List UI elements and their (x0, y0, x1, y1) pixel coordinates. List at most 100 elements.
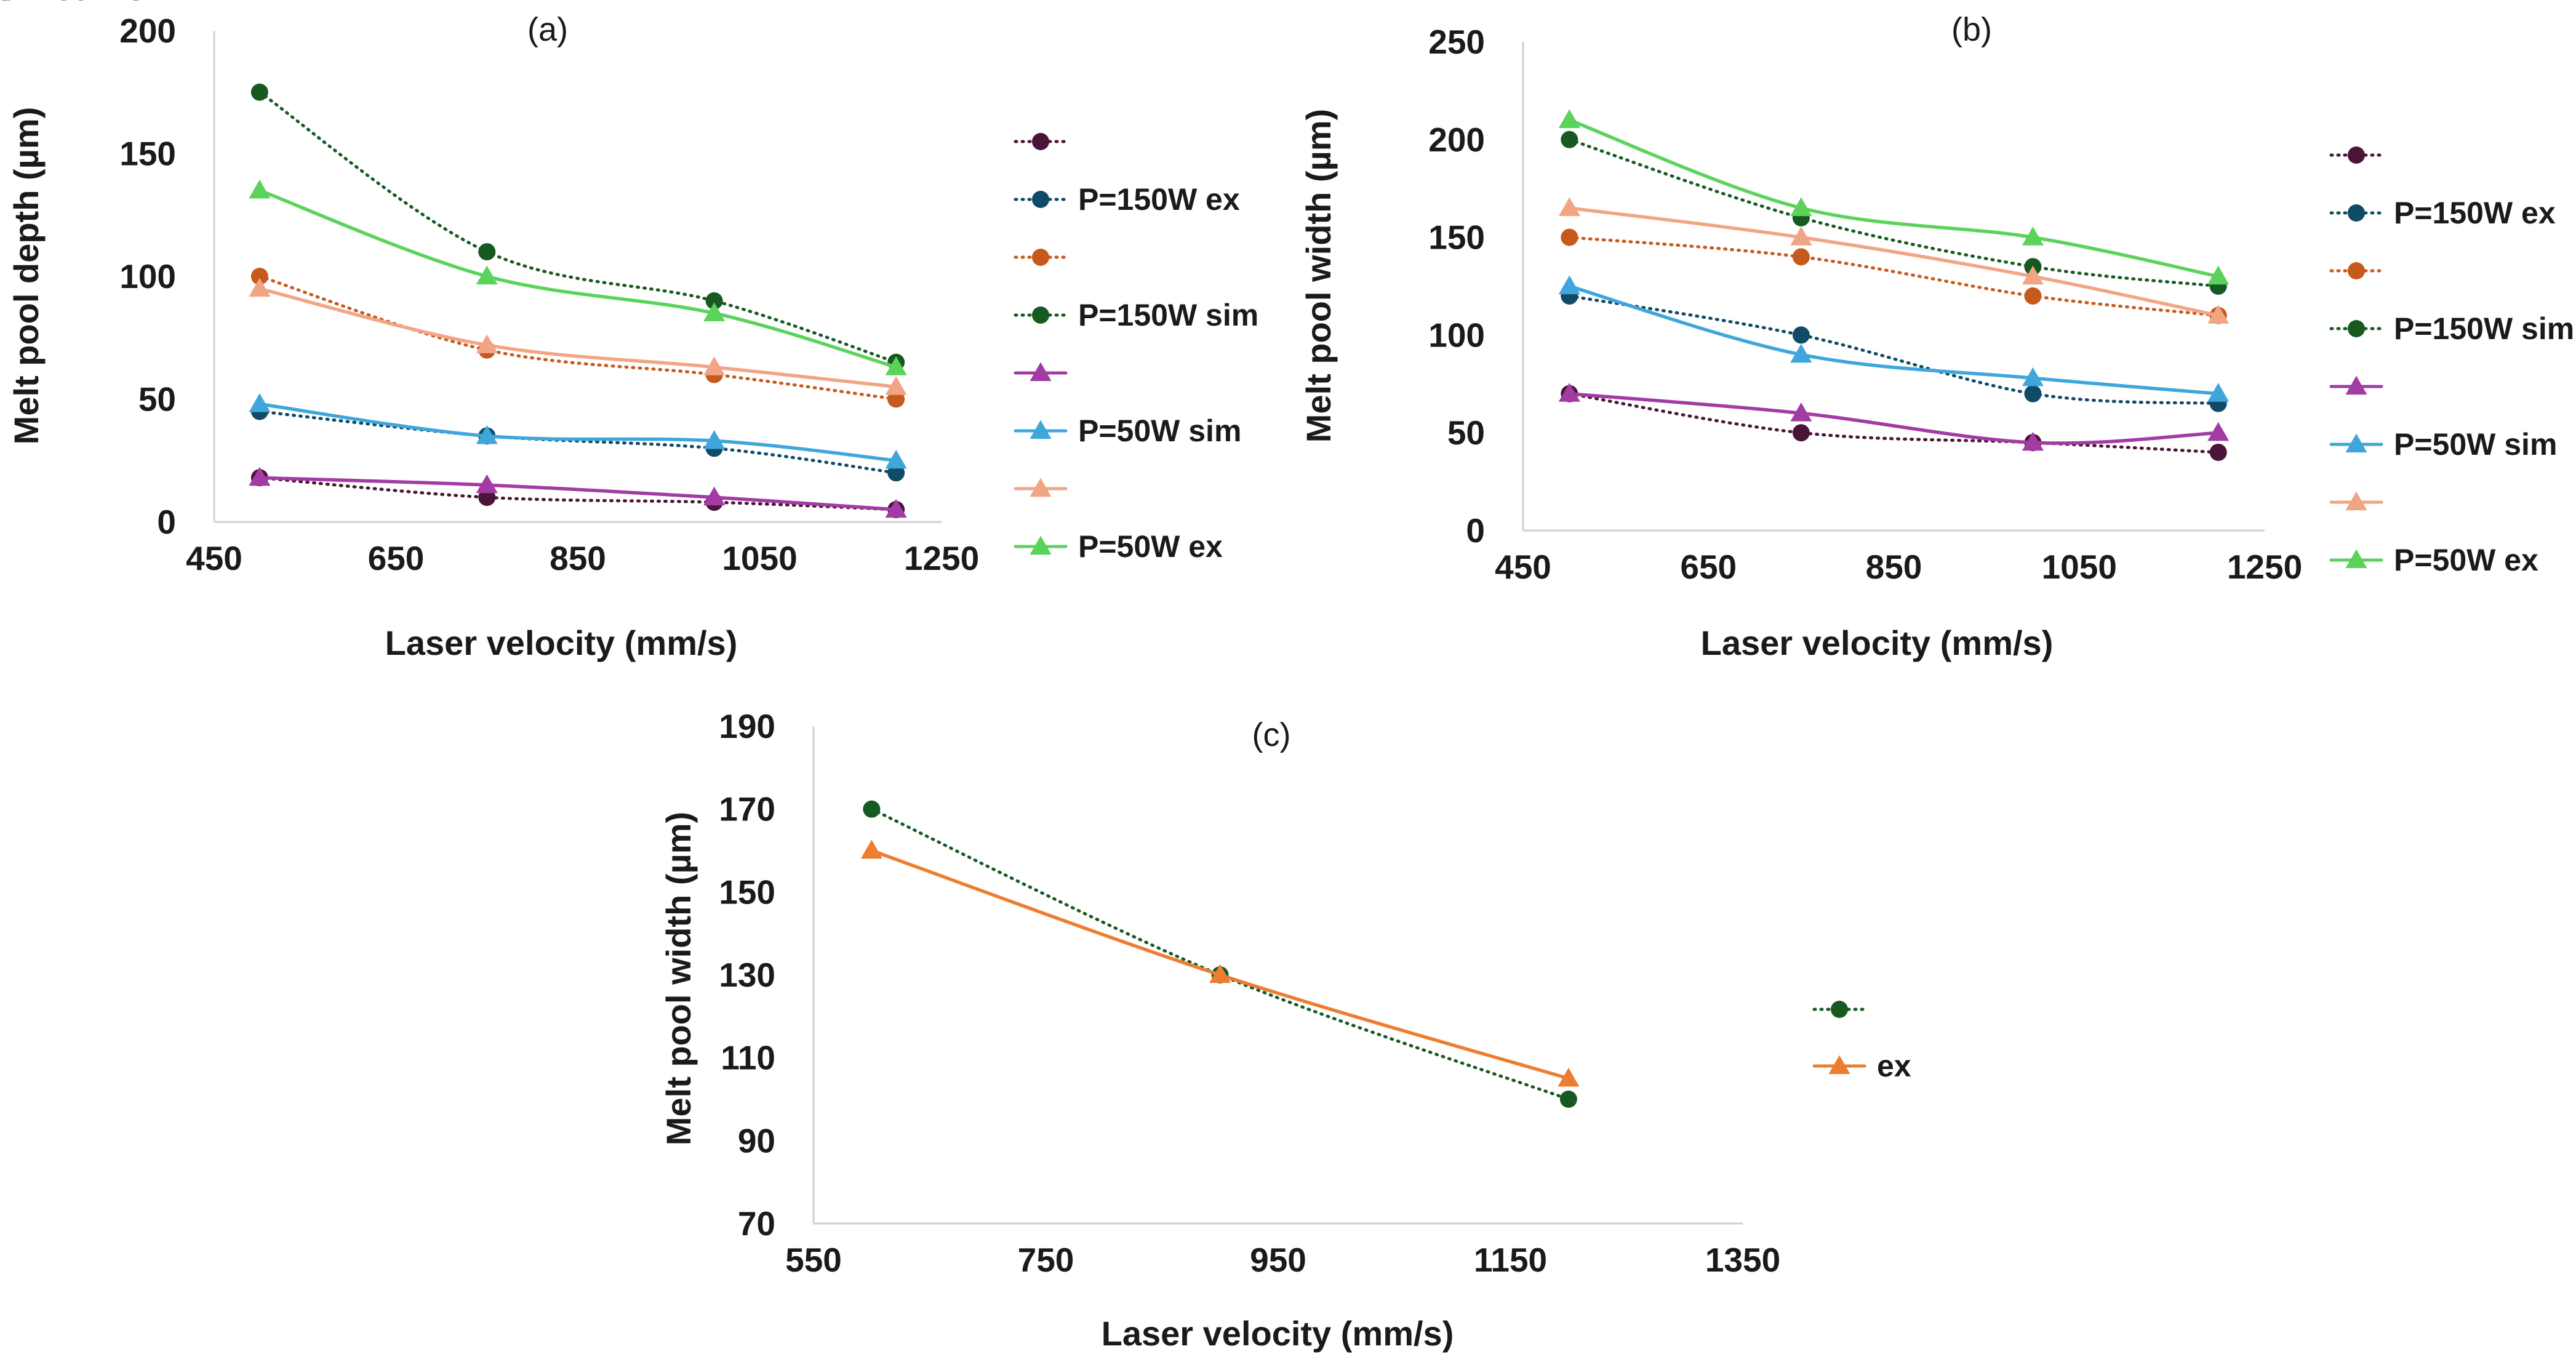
panel-b-legend-marker (2345, 549, 2367, 569)
panel-a-data-point (476, 334, 498, 353)
panel-a-y-axis-label: Melt pool depth (µm) (7, 107, 46, 445)
panel-a-data-point (249, 393, 271, 412)
panel-b-series-line (1567, 294, 2220, 406)
panel-b-data-point (2022, 367, 2044, 387)
panel-a-data-point (249, 278, 271, 297)
panel-c-y-tick: 150 (719, 873, 775, 911)
panel-a-legend-marker (1030, 362, 1052, 382)
panel-a-series-5 (249, 393, 907, 469)
panel-c-series-0 (863, 800, 1577, 1108)
panel-a-series-line (258, 410, 898, 475)
panel-c-x-tick: 750 (1018, 1241, 1074, 1279)
panel-c-legend-label: sim (0, 0, 53, 7)
panel-a-series-line (258, 402, 898, 463)
panel-b-chart: (b) 450 650 850 1050 1250 0 50 100 150 2… (0, 0, 2574, 662)
panel-c-x-tick: 1350 (1705, 1241, 1780, 1279)
panel-a-data-point (249, 467, 271, 486)
panel-a-data-point (703, 430, 726, 449)
panel-b-axes (1522, 42, 2265, 532)
panel-c-series (860, 800, 1580, 1108)
panel-b-series-4 (1558, 383, 2230, 451)
panel-b-legend-marker (2348, 204, 2365, 222)
panel-c-legend-label: ex (1877, 1049, 1911, 1083)
panel-b-data-point (1792, 326, 1810, 344)
panel-b-legend-marker (2348, 262, 2365, 279)
panel-c-data-point (1559, 1091, 1577, 1108)
panel-a-legend-marker (1030, 420, 1052, 439)
panel-a-series-line (258, 476, 898, 511)
panel-a-legend-marker (1032, 133, 1049, 150)
panel-c-data-point (1558, 1067, 1580, 1087)
panel-b-series-7 (1558, 109, 2230, 285)
panel-a-x-tick: 850 (550, 539, 606, 577)
panel-a-data-point (250, 268, 268, 285)
panel-c-x-tick: 1150 (1474, 1241, 1547, 1279)
panel-b-data-point (2022, 431, 2044, 451)
panel-a-x-ticks: 450 650 850 1050 1250 (186, 539, 979, 577)
panel-b-y-tick: 150 (1428, 218, 1485, 257)
panel-b-series-0 (1561, 385, 2227, 461)
panel-b-legend: P=100W ex P=195W ex P=100W sim P=195W si… (0, 0, 2574, 577)
panel-b-legend-marker (2345, 375, 2367, 395)
panel-c-y-tick: 70 (738, 1204, 775, 1243)
panel-a-series-line (258, 188, 898, 369)
panel-b-series-5 (1558, 275, 2230, 402)
panel-c-y-tick: 170 (719, 790, 775, 828)
panel-b-series-line (1567, 391, 2220, 445)
panel-b-series-2 (1561, 228, 2227, 324)
panel-b-y-tick: 250 (1428, 23, 1485, 61)
panel-b-legend-label: P=50W sim (2394, 427, 2557, 462)
panel-a-legend-label: P=50W sim (1078, 414, 1241, 448)
panel-a-data-point (703, 356, 726, 375)
panel-b-series-3 (1561, 130, 2227, 295)
panel-b-legend-label: P=50W ex (2394, 543, 2538, 577)
panel-a-data-point (250, 83, 268, 101)
panel-b-series-6 (1558, 197, 2230, 324)
panel-b-data-point (2022, 226, 2044, 246)
panel-a-x-tick: 1050 (722, 539, 797, 577)
panel-c-x-tick: 550 (785, 1241, 842, 1279)
panel-a-y-tick: 0 (157, 503, 176, 541)
panel-b-y-ticks: 0 50 100 150 200 250 (1428, 23, 1485, 550)
panel-a-legend-label: P=195W ex (0, 0, 162, 7)
panel-b-series-line (1567, 206, 2220, 318)
panel-b-legend-label: P=195W ex (0, 0, 162, 7)
panel-a-series-line (258, 274, 898, 401)
panel-c-y-tick: 190 (719, 707, 775, 745)
panel-b-title: (b) (1951, 11, 1992, 48)
panel-a-x-tick: 650 (368, 539, 425, 577)
panel-a-y-tick: 200 (119, 12, 176, 50)
panel-b-data-point (2024, 287, 2042, 305)
panel-a-chart: (a) 450 650 850 1050 1250 0 50 100 150 2… (0, 0, 1258, 662)
panel-b-legend-label: P=195W sim (0, 0, 180, 7)
panel-a-series-line (258, 476, 898, 511)
panel-c-y-tick: 90 (738, 1121, 775, 1160)
panel-b-y-tick: 100 (1428, 316, 1485, 354)
panel-b-series-line (1567, 284, 2220, 396)
panel-b-data-point (1561, 130, 1578, 148)
panel-b-legend-marker (2345, 433, 2367, 453)
panel-c-data-point (863, 800, 881, 818)
panel-b-x-tick: 850 (1866, 548, 1922, 586)
panel-a-axes (213, 31, 942, 523)
panel-b-x-tick: 650 (1680, 548, 1737, 586)
panel-b-data-point (1561, 228, 1578, 246)
panel-c-series-line (870, 807, 1570, 1101)
panel-c-chart: (c) 550 750 950 1150 1350 70 90 110 130 … (0, 0, 1911, 1353)
panel-b-x-tick: 1050 (2042, 548, 2117, 586)
panel-a-x-tick: 1250 (904, 539, 979, 577)
panel-b-series-line (1567, 118, 2220, 278)
panel-a-legend-label: P=195W sim (0, 0, 180, 7)
panel-c-series-1 (860, 839, 1580, 1087)
panel-b-data-point (1558, 383, 1580, 402)
panel-a-data-point (885, 449, 907, 469)
panel-b-series-line (1567, 236, 2220, 318)
panel-c-y-tick: 130 (719, 956, 775, 994)
panel-a-legend-label: P=100W ex (0, 0, 162, 7)
panel-c-y-tick: 110 (721, 1039, 775, 1077)
panel-b-y-axis-label: Melt pool width (µm) (1299, 109, 1338, 443)
panel-b-data-point (2207, 305, 2230, 324)
panel-b-legend-marker (2345, 491, 2367, 511)
panel-c-data-point (1209, 964, 1231, 983)
